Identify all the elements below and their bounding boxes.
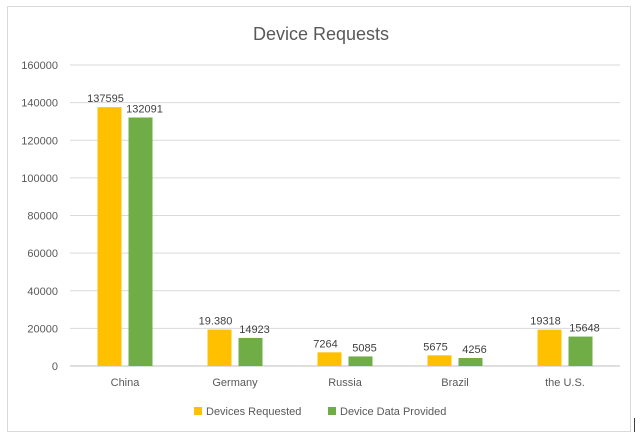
y-axis-ticks: 0 20000 40000 60000 80000 100000 120000 140000 1… (21, 60, 58, 373)
y-tick-label: 80000 (27, 211, 58, 223)
x-tick-label: China (111, 377, 141, 389)
bar-requested (317, 352, 342, 366)
bar-requested (427, 355, 452, 366)
y-tick-label: 160000 (21, 60, 58, 72)
x-tick-label: Germany (212, 377, 258, 389)
y-tick-label: 140000 (21, 98, 58, 110)
gridlines (70, 64, 620, 367)
data-label: 15648 (569, 323, 600, 335)
bar-requested (207, 329, 232, 366)
x-tick-label: Brazil (441, 377, 469, 389)
bars (97, 107, 593, 366)
data-label: 14923 (239, 324, 270, 336)
y-tick-label: 0 (52, 361, 58, 373)
y-tick-label: 120000 (21, 135, 58, 147)
y-tick-label: 60000 (27, 248, 58, 260)
bar-requested (537, 329, 562, 366)
data-label: 19318 (530, 316, 561, 328)
y-tick-label: 20000 (27, 323, 58, 335)
data-label: 5675 (423, 341, 447, 353)
bar-provided (458, 357, 483, 366)
legend: Devices Requested Device Data Provided (194, 406, 446, 418)
text-cursor (634, 418, 635, 432)
legend-label: Device Data Provided (340, 406, 446, 418)
data-label: 4256 (462, 344, 486, 356)
x-tick-label: Russia (328, 377, 363, 389)
data-label: 137595 (87, 93, 124, 105)
bar-requested (97, 107, 122, 366)
data-label: 19.380 (199, 316, 233, 328)
bar-provided (348, 356, 373, 366)
x-tick-label: the U.S. (545, 377, 585, 389)
bar-provided (128, 117, 153, 366)
data-label: 7264 (313, 338, 337, 350)
y-tick-label: 100000 (21, 173, 58, 185)
legend-label: Devices Requested (206, 406, 301, 418)
y-tick-label: 40000 (27, 286, 58, 298)
data-label: 5085 (352, 342, 376, 354)
bar-provided (238, 337, 263, 366)
bar-provided (568, 336, 593, 366)
legend-swatch (328, 407, 336, 415)
x-axis-ticks: China Germany Russia Brazil the U.S. (111, 377, 585, 389)
chart-title: Device Requests (253, 24, 389, 44)
legend-swatch (194, 407, 202, 415)
data-label: 132091 (126, 104, 163, 116)
